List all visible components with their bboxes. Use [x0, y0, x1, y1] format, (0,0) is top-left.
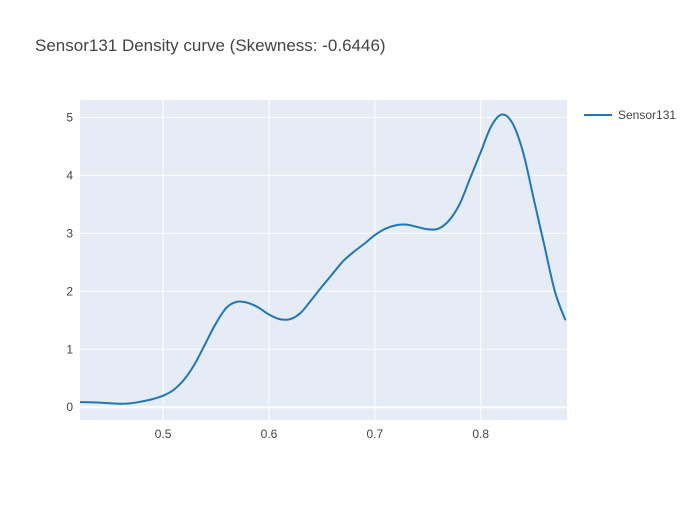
x-tick-label: 0.7	[367, 427, 384, 441]
y-tick-label: 5	[66, 110, 73, 124]
plot-area: 0.5 0.6 0.7 0.8 0 1 2 3 4 5	[66, 100, 567, 441]
x-tick-label: 0.6	[261, 427, 278, 441]
x-tick-label: 0.8	[472, 427, 489, 441]
legend-item-sensor131[interactable]: Sensor131	[584, 108, 676, 122]
legend[interactable]: Sensor131	[584, 108, 676, 122]
y-tick-label: 4	[66, 168, 73, 182]
y-tick-label: 0	[66, 400, 73, 414]
y-tick-label: 2	[66, 284, 73, 298]
y-tick-label: 3	[66, 226, 73, 240]
y-tick-label: 1	[66, 342, 73, 356]
x-tick-label: 0.5	[155, 427, 172, 441]
legend-label: Sensor131	[618, 108, 676, 122]
series-line-sensor131[interactable]	[78, 113, 567, 405]
plot-background	[80, 100, 567, 420]
chart-title: Sensor131 Density curve (Skewness: -0.64…	[35, 36, 386, 55]
